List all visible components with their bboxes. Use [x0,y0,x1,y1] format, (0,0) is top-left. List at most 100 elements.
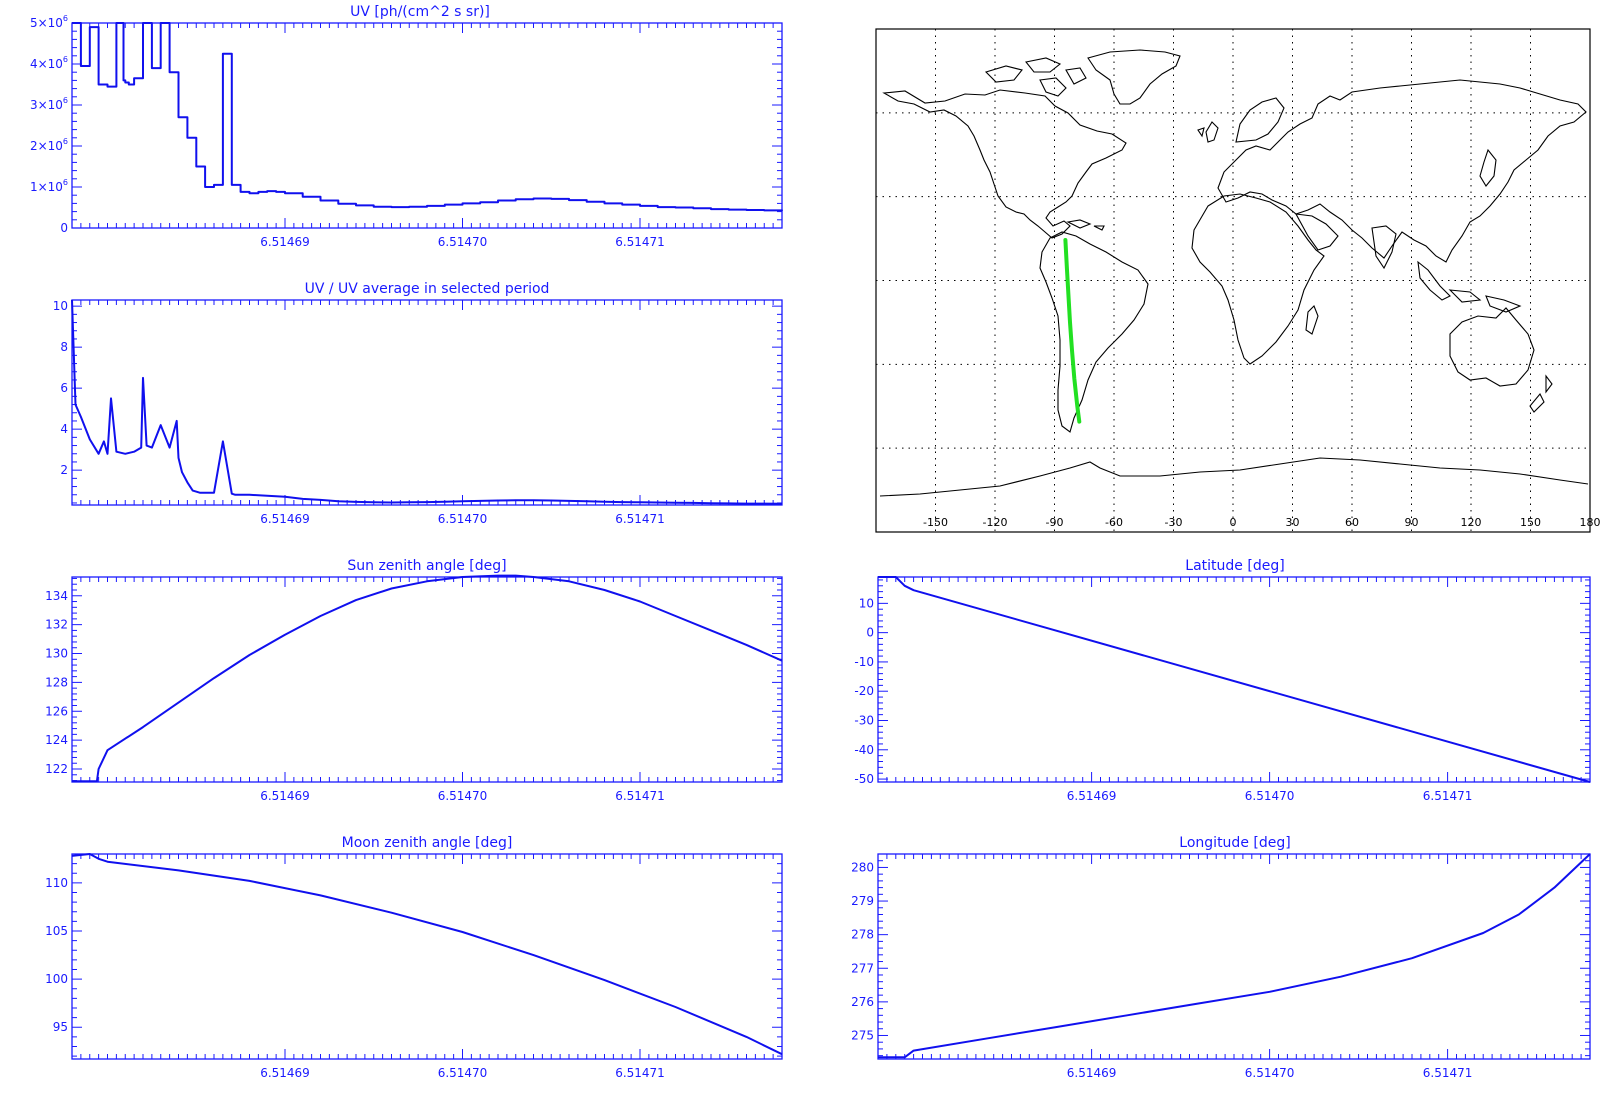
x-tick-label: 6.51469 [260,512,310,526]
x-tick-label: 6.51470 [438,512,488,526]
map-lon-label: -120 [983,516,1008,529]
uv-ratio-plot-frame [72,300,782,505]
x-tick-label: 6.51469 [1067,1066,1117,1080]
y-tick-exponent: 6 [63,55,68,64]
map-lon-label: -30 [1165,516,1183,529]
x-tick-label: 6.51469 [260,1066,310,1080]
y-tick-label: 8 [60,340,68,354]
x-tick-label: 6.51470 [1245,1066,1295,1080]
y-tick-label: 278 [851,928,874,942]
y-tick-label: 275 [851,1028,874,1042]
x-tick-label: 6.51471 [615,235,665,249]
y-tick-label: 276 [851,995,874,1009]
y-tick-label: 95 [53,1020,68,1034]
y-tick-label: 100 [45,972,68,986]
map-lon-label: 120 [1461,516,1482,529]
series-line [72,300,782,504]
series-line [72,23,782,211]
sun-zenith-title: Sun zenith angle [deg] [347,558,506,574]
y-tick-label: 0 [866,626,874,640]
map-lon-label: 0 [1230,516,1237,529]
moon-zenith-plot-frame [72,854,782,1059]
uv-plot-frame [72,23,782,228]
map-lon-label: 90 [1405,516,1419,529]
y-tick-label: 0 [60,221,68,235]
y-tick-label: 124 [45,733,68,747]
y-tick-base: 2×10 [30,139,63,153]
y-tick-label: 128 [45,675,68,689]
map-lon-label: -90 [1046,516,1064,529]
longitude-plot-frame [878,854,1590,1059]
latitude-marks: 6.51469 6.51470 6.51471 -50 -40 -30 -20 -10 0 10 [854,577,1590,803]
y-tick-label: 105 [45,924,68,938]
y-tick-base: 0 [60,221,68,235]
sun-zenith-plot-frame [72,577,782,782]
y-tick-label: 3×106 [30,96,68,112]
y-tick-label: -40 [854,743,874,757]
y-tick-exponent: 6 [63,137,68,146]
moon-zenith-marks: 6.51469 6.51470 6.51471 95 100 105 110 [45,854,782,1080]
y-tick-label: 277 [851,961,874,975]
x-tick-label: 6.51470 [438,789,488,803]
map-lon-label: -60 [1105,516,1123,529]
y-tick-label: 1×106 [30,178,68,194]
y-tick-label: 122 [45,762,68,776]
x-tick-label: 6.51470 [438,235,488,249]
y-tick-label: 4 [60,422,68,436]
x-tick-label: 6.51471 [615,512,665,526]
uv-ratio-title: UV / UV average in selected period [305,281,550,297]
map-lon-label: 60 [1345,516,1359,529]
longitude-title: Longitude [deg] [1179,835,1290,851]
y-tick-label: -10 [854,655,874,669]
series-line [878,577,1590,782]
y-tick-label: 132 [45,618,68,632]
x-tick-label: 6.51471 [1423,1066,1473,1080]
y-tick-label: 2×106 [30,137,68,153]
y-tick-base: 5×10 [30,16,63,30]
y-tick-label: 4×106 [30,55,68,71]
y-tick-label: -20 [854,684,874,698]
y-tick-label: 10 [53,299,68,313]
y-tick-label: 279 [851,894,874,908]
y-tick-label: -30 [854,714,874,728]
y-tick-label: 134 [45,589,68,603]
x-tick-label: 6.51469 [260,235,310,249]
x-tick-label: 6.51471 [615,789,665,803]
y-tick-label: -50 [854,772,874,786]
y-tick-label: 110 [45,876,68,890]
moon-zenith-title: Moon zenith angle [deg] [342,835,513,851]
y-tick-label: 126 [45,704,68,718]
latitude-panel: Latitude [deg] 6.51469 6.51470 6.51471 -50 -… [854,558,1590,803]
series-line [878,854,1590,1057]
y-tick-base: 1×10 [30,180,63,194]
y-tick-label: 10 [859,596,874,610]
y-tick-label: 5×106 [30,14,68,30]
x-tick-label: 6.51471 [1423,789,1473,803]
map-lon-label: 180 [1580,516,1600,529]
map-frame [876,29,1590,532]
y-tick-label: 130 [45,647,68,661]
latitude-title: Latitude [deg] [1185,558,1284,574]
x-tick-label: 6.51470 [438,1066,488,1080]
x-tick-label: 6.51469 [1067,789,1117,803]
map-lon-label: 30 [1286,516,1300,529]
map-lon-label: 150 [1520,516,1541,529]
y-tick-base: 3×10 [30,98,63,112]
y-tick-base: 4×10 [30,57,63,71]
y-tick-label: 2 [60,463,68,477]
x-tick-label: 6.51471 [615,1066,665,1080]
longitude-panel: Longitude [deg] 6.51469 6.51470 6.51471 275… [851,835,1590,1080]
y-tick-exponent: 6 [63,178,68,187]
series-line [72,576,782,782]
x-tick-label: 6.51470 [1245,789,1295,803]
